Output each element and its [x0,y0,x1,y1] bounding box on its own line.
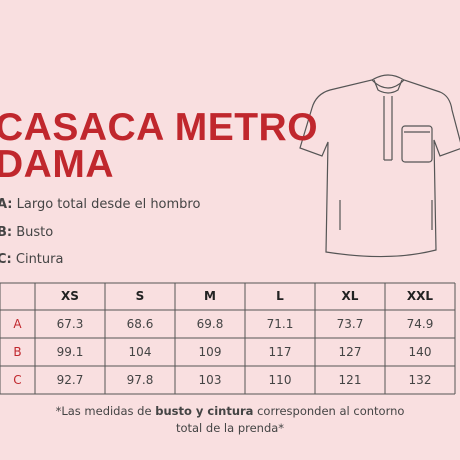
cell-value: 67.3 [56,317,84,331]
legend-letter: C: [0,252,12,267]
legend-letter: B: [0,224,13,240]
row-label: A [13,317,22,331]
note: *Las medidas de busto y cintura correspo… [0,404,460,418]
cell-value: 110 [268,373,292,387]
legend-item: B: Busto [0,225,53,240]
size-header: M [204,289,216,303]
cell-value: 109 [198,345,222,359]
cell-value: 97.8 [126,373,154,387]
size-header: L [276,289,284,303]
cell-value: 73.7 [336,317,364,331]
cell-value: 69.8 [196,317,224,331]
legend-item: A: Largo total desde el hombro [0,197,200,212]
note-text: corresponden al contorno [253,404,405,418]
cell-value: 132 [408,373,432,387]
title: CASACA METRO [0,106,319,149]
cell-value: 127 [338,345,362,359]
legend-text: Busto [12,224,54,240]
row-label: B [13,345,22,359]
size-header: XS [61,289,79,303]
note: total de la prenda* [175,421,285,435]
size-header: XL [341,289,359,303]
legend-item: C: Cintura [0,252,63,267]
cell-value: 103 [198,373,222,387]
cell-value: 92.7 [56,373,84,387]
cell-value: 74.9 [406,317,434,331]
note-text: *Las medidas de [55,404,156,418]
cell-value: 99.1 [56,345,84,359]
cell-value: 71.1 [266,317,294,331]
table-grid [0,282,456,395]
note-bold: busto y cintura [155,404,254,418]
cell-value: 121 [338,373,362,387]
cell-value: 117 [268,345,292,359]
cell-value: 68.6 [126,317,154,331]
size-header: S [135,289,145,303]
legend-letter: A: [0,197,13,212]
cell-value: 140 [408,345,432,359]
shirt-illustration [299,74,460,258]
row-label: C [13,373,22,387]
cell-value: 104 [128,345,152,359]
size-header: XXL [406,289,434,303]
title: DAMA [0,143,114,186]
legend-text: Cintura [11,252,64,267]
legend-text: Largo total desde el hombro [12,197,201,212]
